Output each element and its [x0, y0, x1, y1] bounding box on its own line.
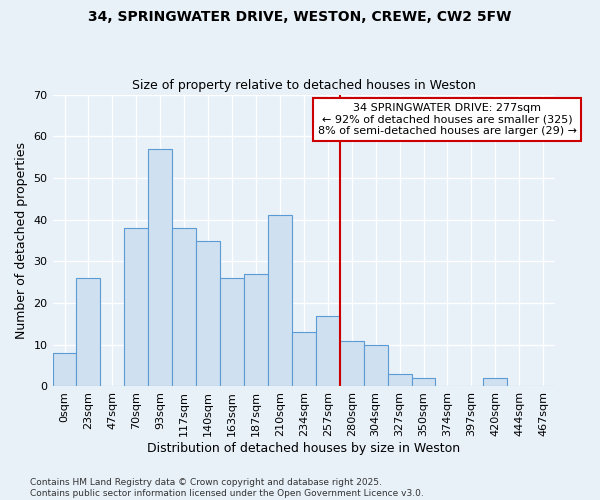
Text: 34, SPRINGWATER DRIVE, WESTON, CREWE, CW2 5FW: 34, SPRINGWATER DRIVE, WESTON, CREWE, CW… [88, 10, 512, 24]
X-axis label: Distribution of detached houses by size in Weston: Distribution of detached houses by size … [147, 442, 460, 455]
Bar [124, 228, 148, 386]
Text: Contains HM Land Registry data © Crown copyright and database right 2025.
Contai: Contains HM Land Registry data © Crown c… [30, 478, 424, 498]
Title: Size of property relative to detached houses in Weston: Size of property relative to detached ho… [132, 79, 476, 92]
Bar [244, 274, 268, 386]
Bar [484, 378, 507, 386]
Bar [268, 216, 292, 386]
Bar [172, 228, 196, 386]
Bar [148, 149, 172, 386]
Bar [292, 332, 316, 386]
Bar [196, 240, 220, 386]
Bar [388, 374, 412, 386]
Text: 34 SPRINGWATER DRIVE: 277sqm
← 92% of detached houses are smaller (325)
8% of se: 34 SPRINGWATER DRIVE: 277sqm ← 92% of de… [318, 103, 577, 136]
Y-axis label: Number of detached properties: Number of detached properties [15, 142, 28, 339]
Bar [53, 353, 76, 386]
Bar [412, 378, 436, 386]
Bar [220, 278, 244, 386]
Bar [76, 278, 100, 386]
Bar [340, 340, 364, 386]
Bar [364, 345, 388, 387]
Bar [316, 316, 340, 386]
